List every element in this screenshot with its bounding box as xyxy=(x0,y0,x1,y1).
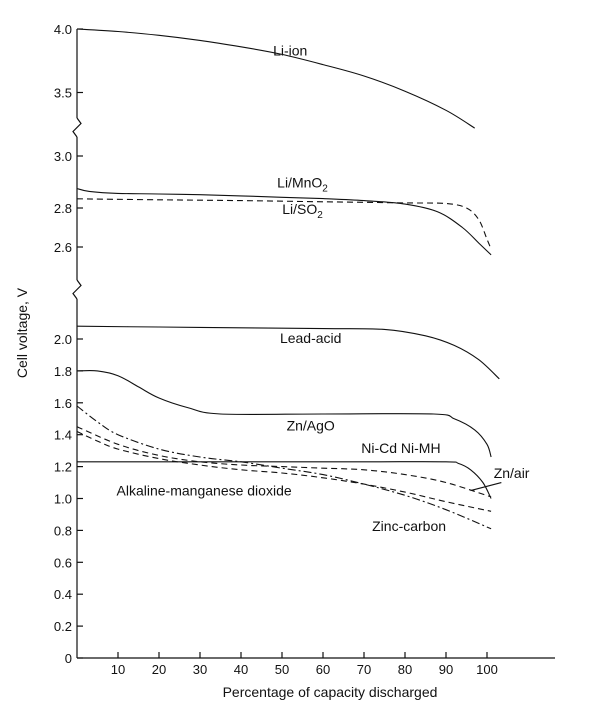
y-tick-label: 4.0 xyxy=(54,22,72,37)
y-tick-label: 1.8 xyxy=(54,364,72,379)
x-tick-label: 60 xyxy=(316,662,330,677)
label-li-mno2: Li/MnO2 xyxy=(277,175,328,195)
axes: 10 20 30 40 50 60 70 80 90 100 3.0 3.5 4.0 2.6 2.8 0 0.2… xyxy=(54,22,555,677)
x-tick-label: 30 xyxy=(193,662,207,677)
zn-air-leader-line xyxy=(470,481,502,492)
series-lead-acid xyxy=(76,325,500,380)
series-li-mno xyxy=(76,187,492,256)
series-ni-cd-ni-mh xyxy=(77,461,492,499)
series-zn-air xyxy=(76,426,492,498)
series-li-so xyxy=(76,198,492,250)
label-zn-air: Zn/air xyxy=(494,465,530,481)
series-zinc-carbon xyxy=(76,405,492,530)
y-tick-label: 0.6 xyxy=(54,555,72,570)
y-tick-label: 0.2 xyxy=(54,619,72,634)
x-tick-label: 100 xyxy=(476,662,498,677)
label-li-ion: Li-ion xyxy=(273,43,307,59)
label-zn-ago: Zn/AgO xyxy=(287,418,335,434)
y-tick-label: 3.5 xyxy=(54,86,72,101)
x-tick-label: 80 xyxy=(398,662,412,677)
series-alkaline-manganese-dioxide xyxy=(76,431,492,512)
x-tick-label: 40 xyxy=(234,662,248,677)
y-tick-label: 2.8 xyxy=(54,201,72,216)
label-zinc-carbon: Zinc-carbon xyxy=(372,518,446,534)
series-li-ion xyxy=(76,28,475,129)
y-tick-label: 1.4 xyxy=(54,428,72,443)
x-tick-label: 20 xyxy=(152,662,166,677)
label-alkaline-manganese-dioxide: Alkaline-manganese dioxide xyxy=(117,482,292,498)
y-tick-label: 0.8 xyxy=(54,523,72,538)
axis-break-mark xyxy=(72,117,82,138)
x-tick-label: 90 xyxy=(439,662,453,677)
x-axis-label: Percentage of capacity discharged xyxy=(223,684,438,700)
curves xyxy=(76,28,500,530)
label-lead-acid: Lead-acid xyxy=(280,330,342,346)
y-tick-label: 3.0 xyxy=(54,149,72,164)
y-axis-label: Cell voltage, V xyxy=(14,287,30,378)
x-tick-label: 70 xyxy=(357,662,371,677)
curve-labels: Li-ion Li/MnO2 Li/SO2 Lead-acid Zn/AgO Ni-Cd … xyxy=(117,43,530,535)
y-tick-label: 0 xyxy=(65,651,72,666)
y-tick-label: 2.0 xyxy=(54,332,72,347)
series-zn-ago xyxy=(76,369,492,458)
x-tick-label: 50 xyxy=(275,662,289,677)
label-li-so2: Li/SO2 xyxy=(282,201,323,221)
label-ni-cd-ni-mh: Ni-Cd Ni-MH xyxy=(361,440,440,456)
y-tick-label: 1.6 xyxy=(54,396,72,411)
y-tick-label: 1.2 xyxy=(54,460,72,475)
y-tick-label: 2.6 xyxy=(54,240,72,255)
axis-break-mark xyxy=(72,279,82,300)
y-tick-label: 0.4 xyxy=(54,587,72,602)
x-tick-label: 10 xyxy=(111,662,125,677)
y-tick-label: 1.0 xyxy=(54,492,72,507)
